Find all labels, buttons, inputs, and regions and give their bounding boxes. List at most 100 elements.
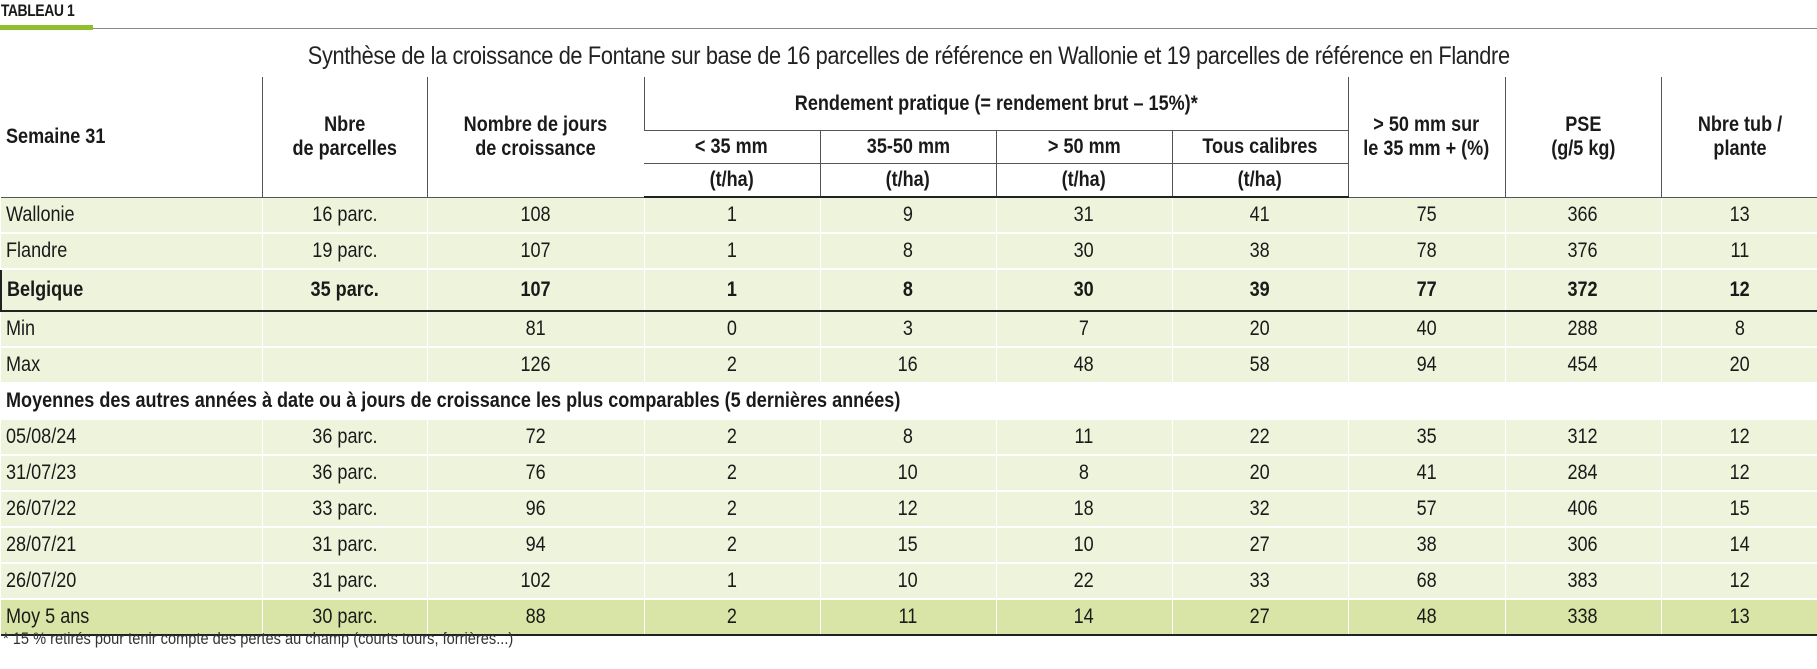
table-cell: 406 [1504, 491, 1662, 528]
table-cell: 312 [1504, 419, 1662, 456]
table-cell: 38 [1171, 233, 1349, 270]
header-unit: (t/ha) [644, 163, 820, 198]
table-cell: 96 [426, 491, 644, 528]
table-cell: 372 [1504, 268, 1662, 312]
table-cell: 77 [1347, 268, 1506, 312]
table-row: Belgique 35 parc. 107 1 8 30 39 77 372 12 [0, 268, 1817, 312]
table-cell: 22 [995, 563, 1172, 600]
header-week: Semaine 31 [1, 77, 262, 198]
table-cell: 8 [819, 233, 996, 270]
table-row: Min 81 0 3 7 20 40 288 8 [1, 311, 1817, 348]
table-cell: 16 [819, 347, 996, 384]
table-cell [261, 347, 427, 384]
table-cell: 27 [1171, 599, 1349, 636]
table-cell: 1 [643, 197, 820, 234]
table-cell: 7 [995, 311, 1172, 348]
header-unit: (t/ha) [1171, 163, 1349, 198]
table-row: Wallonie 16 parc. 108 1 9 31 41 75 366 13 [1, 197, 1817, 234]
table-cell: 33 [1171, 563, 1349, 600]
table-cell: 11 [995, 419, 1172, 456]
table-cell: 14 [1660, 527, 1817, 564]
table-cell: 15 [819, 527, 996, 564]
table-cell: 8 [819, 268, 996, 312]
row-label: Flandre [1, 233, 262, 270]
table-cell: 30 [995, 233, 1172, 270]
table-cell: 81 [426, 311, 644, 348]
table-cell: 40 [1347, 311, 1506, 348]
table-cell: 36 parc. [261, 419, 427, 456]
table-title-text: Synthèse de la croissance de Fontane sur… [307, 42, 1510, 70]
table-cell: 75 [1347, 197, 1506, 234]
table-cell: 2 [643, 599, 820, 636]
table-row: 26/07/22 33 parc. 96 2 12 18 32 57 406 15 [1, 491, 1817, 528]
table-cell: 48 [1347, 599, 1506, 636]
header-unit: (t/ha) [819, 163, 996, 198]
table-cell: 88 [426, 599, 644, 636]
table-row: 05/08/24 36 parc. 72 2 8 11 22 35 312 12 [1, 419, 1817, 456]
table-cell: 11 [1660, 233, 1817, 270]
table-cell: 107 [426, 268, 644, 312]
table-cell: 2 [643, 527, 820, 564]
table-cell: 35 parc. [261, 268, 427, 312]
table-title: Synthèse de la croissance de Fontane sur… [0, 38, 1817, 74]
row-label: Min [1, 311, 262, 348]
table-cell: 33 parc. [261, 491, 427, 528]
table-cell: 57 [1347, 491, 1506, 528]
table-cell: 20 [1171, 311, 1349, 348]
row-label: Belgique [0, 268, 262, 312]
row-label: Moy 5 ans [1, 599, 262, 636]
table-cell: 12 [1660, 268, 1817, 312]
table-cell: 2 [643, 419, 820, 456]
table-cell: 8 [819, 419, 996, 456]
table-cell: 376 [1504, 233, 1662, 270]
table-cell: 31 parc. [261, 527, 427, 564]
table-cell: 48 [995, 347, 1172, 384]
row-label: Max [1, 347, 262, 384]
table-row: Flandre 19 parc. 107 1 8 30 38 78 376 11 [1, 233, 1817, 270]
table-cell: 2 [643, 455, 820, 492]
table-cell: 41 [1347, 455, 1506, 492]
table-cell: 0 [643, 311, 820, 348]
table-row: 28/07/21 31 parc. 94 2 15 10 27 38 306 14 [1, 527, 1817, 564]
table-cell: 338 [1504, 599, 1662, 636]
table-cell: 58 [1171, 347, 1349, 384]
table-cell: 38 [1347, 527, 1506, 564]
header-sub-all: Tous calibres [1171, 130, 1349, 164]
section-label: Moyennes des autres années à date ou à j… [1, 383, 1817, 420]
table-cell: 8 [1660, 311, 1817, 348]
table-cell: 10 [819, 563, 996, 600]
table-cell: 288 [1504, 311, 1662, 348]
header-sub-35-50: 35-50 mm [819, 130, 996, 164]
table-cell: 22 [1171, 419, 1349, 456]
row-label: 28/07/21 [1, 527, 262, 564]
table-cell [261, 311, 427, 348]
table-cell: 1 [643, 268, 820, 312]
table-cell: 11 [819, 599, 996, 636]
table-cell: 16 parc. [261, 197, 427, 234]
table-cell: 1 [643, 563, 820, 600]
table-cell: 12 [1660, 419, 1817, 456]
header-ratio-50mm: > 50 mm sur le 35 mm + (%) [1347, 77, 1506, 198]
table-cell: 454 [1504, 347, 1662, 384]
table-cell: 13 [1660, 197, 1817, 234]
table-cell: 108 [426, 197, 644, 234]
table-cell: 107 [426, 233, 644, 270]
table-row: 31/07/23 36 parc. 76 2 10 8 20 41 284 12 [1, 455, 1817, 492]
tag-accent-bar [0, 25, 93, 30]
header-sub-gt50: > 50 mm [995, 130, 1172, 164]
table-cell: 30 [995, 268, 1172, 312]
table-cell: 78 [1347, 233, 1506, 270]
table-cell: 102 [426, 563, 644, 600]
table-cell: 383 [1504, 563, 1662, 600]
table-cell: 32 [1171, 491, 1349, 528]
table-cell: 8 [995, 455, 1172, 492]
table-cell: 1 [643, 233, 820, 270]
table-cell: 72 [426, 419, 644, 456]
data-table: Semaine 31 Nbre de parcelles Nombre de jo… [0, 77, 1817, 636]
table-cell: 12 [1660, 563, 1817, 600]
table-cell: 76 [426, 455, 644, 492]
table-row: Max 126 2 16 48 58 94 454 20 [1, 347, 1817, 384]
row-label: 31/07/23 [1, 455, 262, 492]
table-cell: 15 [1660, 491, 1817, 528]
row-label: 26/07/20 [1, 563, 262, 600]
